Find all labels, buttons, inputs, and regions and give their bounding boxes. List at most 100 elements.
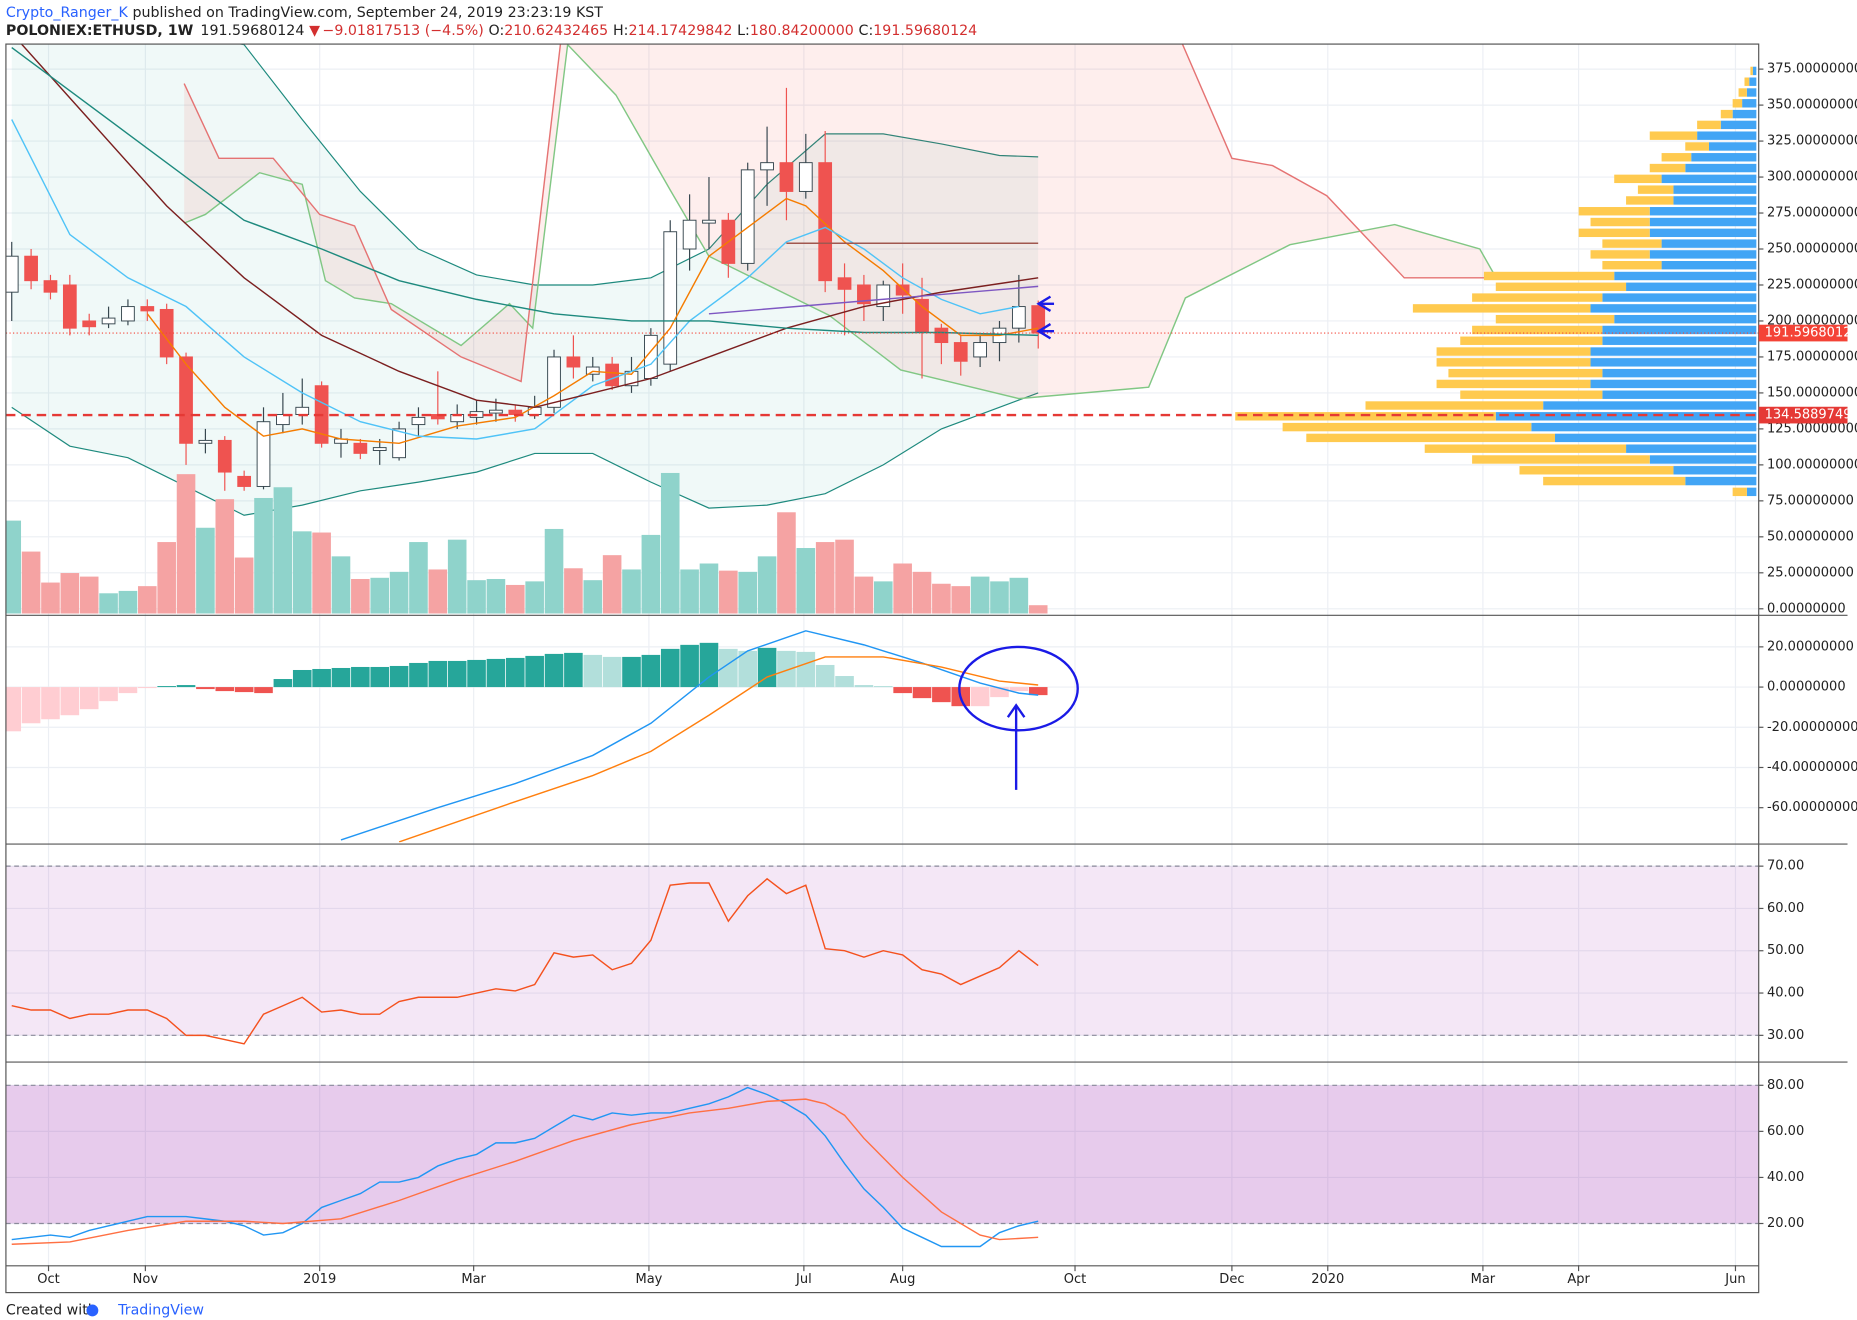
candle-body bbox=[547, 356, 561, 408]
y-tick-label: 175.00000000 bbox=[1767, 349, 1857, 364]
volume-bar bbox=[312, 532, 331, 614]
profile-down bbox=[1590, 217, 1650, 227]
candle-body bbox=[62, 284, 77, 329]
indicator-line bbox=[11, 877, 1039, 1045]
brand[interactable]: TradingView bbox=[117, 1302, 204, 1318]
macd-line bbox=[398, 656, 1039, 843]
y-tick-label: 150.00000000 bbox=[1767, 385, 1857, 400]
author[interactable]: Crypto_Ranger_K bbox=[6, 5, 129, 21]
macd-bar bbox=[796, 651, 816, 688]
volume-bar bbox=[505, 584, 525, 614]
profile-up bbox=[1649, 207, 1757, 216]
macd-bar bbox=[680, 644, 699, 688]
volume-bar bbox=[389, 571, 409, 614]
profile-up bbox=[1602, 390, 1757, 399]
profile-down bbox=[1472, 325, 1603, 335]
profile-up bbox=[1708, 142, 1757, 151]
volume-bar bbox=[215, 499, 235, 614]
profile-down bbox=[1460, 390, 1603, 399]
y-tick-label: 60.00 bbox=[1767, 901, 1804, 916]
volume-bar bbox=[622, 569, 641, 614]
y-tick-label: 30.00 bbox=[1767, 1028, 1804, 1043]
profile-up bbox=[1602, 336, 1757, 345]
profile-down bbox=[1744, 77, 1750, 86]
profile-up bbox=[1602, 368, 1757, 378]
macd-bar bbox=[777, 650, 796, 688]
indicator-line bbox=[11, 46, 1039, 337]
cloud-span-b bbox=[183, 44, 1540, 383]
volume-bar bbox=[409, 542, 428, 614]
volume-bar bbox=[564, 568, 583, 614]
macd-bar bbox=[467, 659, 486, 688]
h-label: H: bbox=[613, 23, 628, 39]
profile-down bbox=[1738, 88, 1747, 97]
candle-body bbox=[605, 363, 619, 387]
candle-body bbox=[237, 475, 252, 487]
macd-bar bbox=[564, 652, 583, 688]
volume-bar bbox=[467, 580, 486, 614]
candle-body bbox=[353, 442, 368, 454]
volume-bar bbox=[719, 570, 738, 614]
y-tick-label: 50.00 bbox=[1767, 943, 1804, 958]
macd-bar bbox=[757, 647, 777, 688]
volume-bar bbox=[157, 542, 176, 614]
profile-up bbox=[1590, 304, 1757, 313]
volume-bar bbox=[873, 581, 893, 614]
profile-up bbox=[1495, 412, 1757, 421]
x-tick-label: May bbox=[635, 1272, 662, 1287]
profile-up bbox=[1742, 99, 1757, 108]
low: 180.84200000 bbox=[750, 23, 854, 39]
y-tick-label: 60.00 bbox=[1767, 1124, 1804, 1139]
volume-bar bbox=[292, 531, 312, 614]
profile-up bbox=[1749, 77, 1757, 86]
macd-bar bbox=[99, 687, 118, 702]
profile-down bbox=[1483, 271, 1615, 281]
candle-body bbox=[702, 219, 716, 224]
macd-bar bbox=[138, 687, 157, 689]
profile-down bbox=[1282, 422, 1532, 432]
indicator-line bbox=[146, 197, 1039, 445]
indicator-line bbox=[708, 285, 1039, 315]
y-tick-label: 70.00 bbox=[1767, 859, 1804, 874]
macd-bar bbox=[970, 687, 990, 707]
o-label: O: bbox=[489, 23, 505, 39]
y-tick-label: 20.00000000 bbox=[1767, 639, 1854, 654]
y-tick-label: 325.00000000 bbox=[1767, 134, 1857, 149]
volume-bar bbox=[118, 590, 138, 614]
macd-pane bbox=[5, 630, 1048, 843]
high: 214.17429842 bbox=[628, 23, 732, 39]
annotations bbox=[958, 295, 1079, 790]
y-tick-label: 40.00 bbox=[1767, 986, 1804, 1001]
profile-down bbox=[1661, 153, 1692, 162]
candle-body bbox=[798, 162, 813, 192]
x-tick-label: Mar bbox=[461, 1272, 486, 1287]
x-tick-label: Mar bbox=[1471, 1272, 1496, 1287]
profile-down bbox=[1685, 142, 1709, 151]
volume-bar bbox=[370, 577, 390, 614]
candle-body bbox=[295, 406, 310, 415]
y-tick-label: 50.00000000 bbox=[1767, 529, 1854, 544]
candle-body bbox=[895, 284, 910, 296]
macd-bar bbox=[21, 687, 41, 724]
macd-bar bbox=[196, 687, 215, 690]
volume-bar bbox=[835, 539, 854, 614]
y-tick-label: 40.00 bbox=[1767, 1170, 1804, 1185]
profile-up bbox=[1691, 153, 1757, 162]
x-tick-label: 2020 bbox=[1311, 1272, 1344, 1287]
profile-up bbox=[1746, 88, 1757, 97]
volume-bar bbox=[796, 548, 816, 614]
last: 191.59680124 bbox=[200, 23, 304, 39]
candle-body bbox=[198, 439, 213, 444]
band-fill bbox=[11, 44, 1039, 516]
symbol-line: POLONIEX:ETHUSD, 1W 191.59680124 ▼ −9.01817… bbox=[6, 23, 977, 39]
macd-bar bbox=[486, 658, 506, 688]
volume-bar bbox=[5, 520, 22, 614]
y-tick-label: 100.00000000 bbox=[1767, 457, 1857, 472]
macd-bar bbox=[176, 685, 196, 688]
candle-body bbox=[760, 162, 774, 171]
x-tick-label: Oct bbox=[1064, 1272, 1086, 1287]
y-tick-label: -60.00000000 bbox=[1767, 800, 1857, 815]
macd-bar bbox=[215, 687, 235, 692]
y-tick-label: 80.00 bbox=[1767, 1078, 1804, 1093]
macd-line bbox=[340, 630, 1039, 841]
